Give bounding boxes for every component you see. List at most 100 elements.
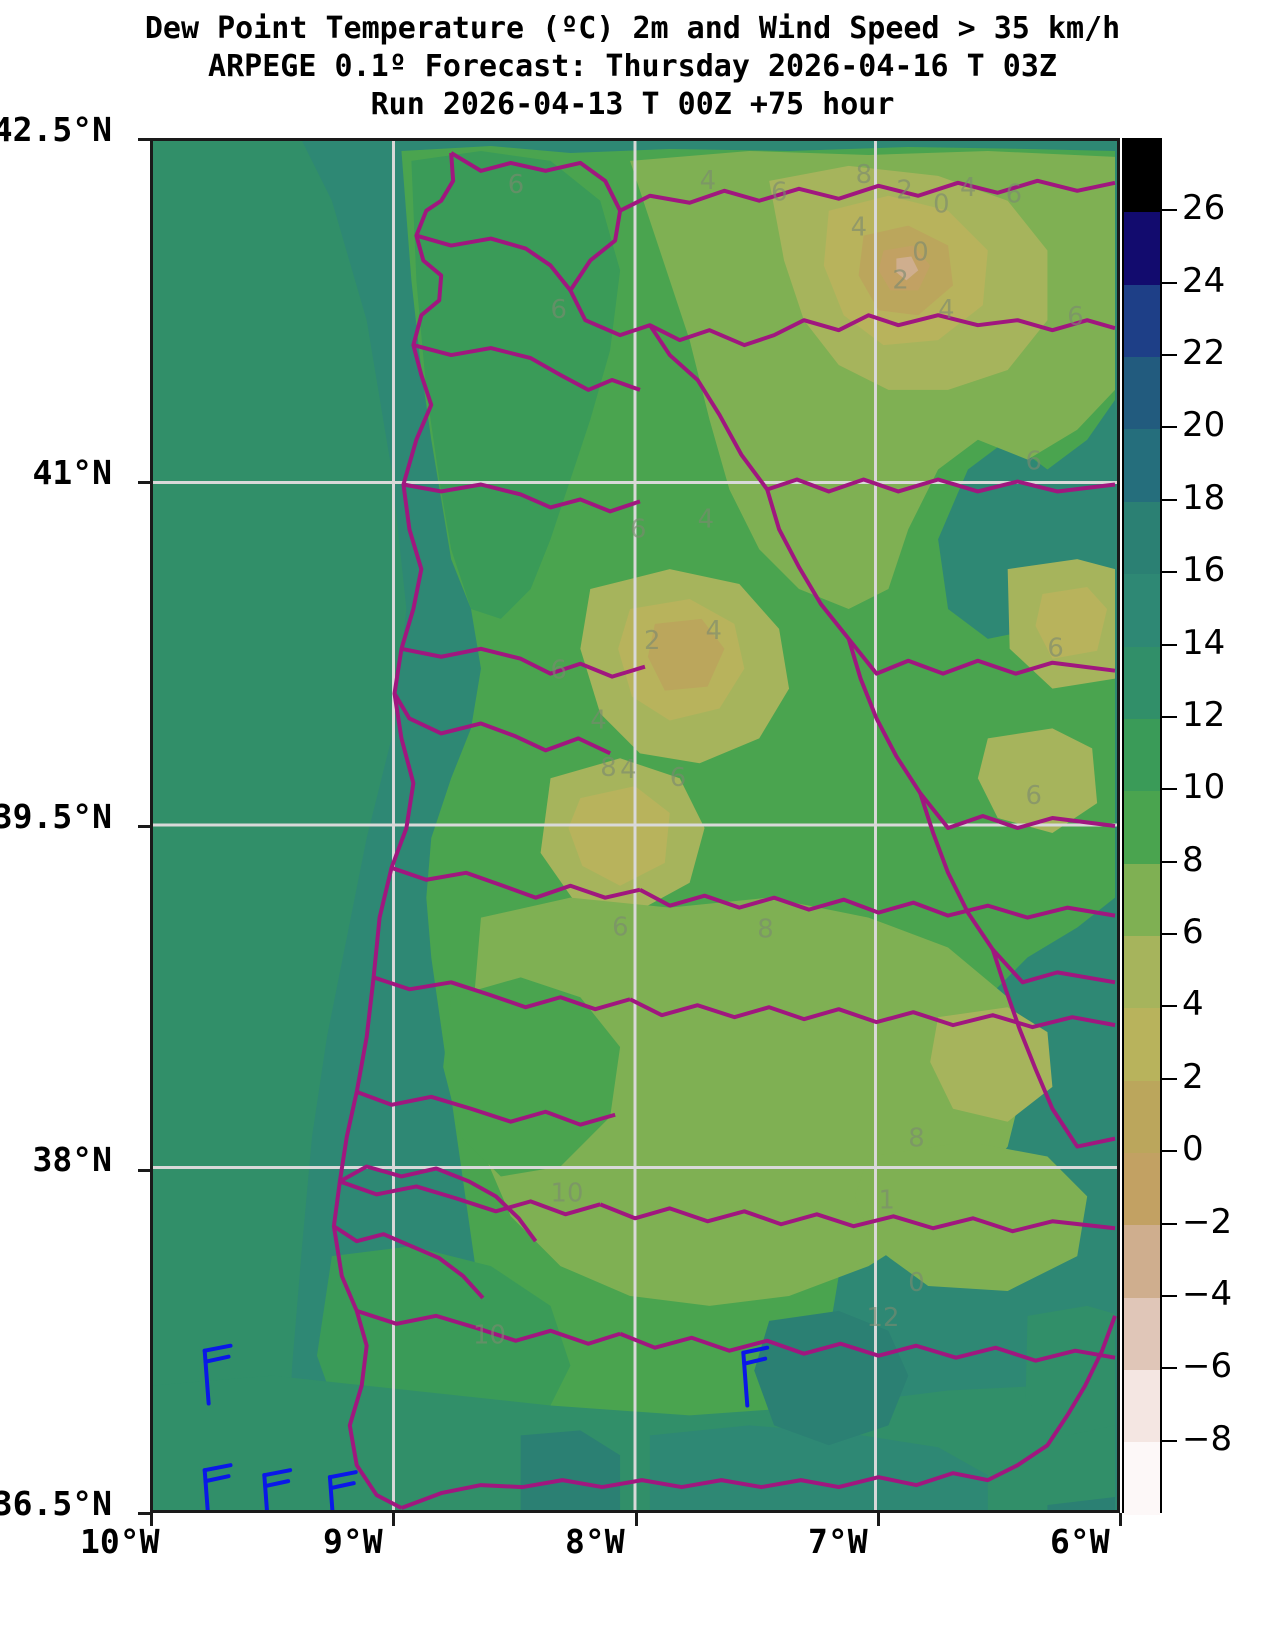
east-band-6-8b	[854, 1141, 1088, 1291]
colorbar-band	[1124, 1370, 1160, 1443]
title-line-3: Run 2026-04-13 T 00Z +75 hour	[370, 87, 895, 122]
colorbar-tick-label: 18	[1182, 477, 1226, 518]
central-band-0-2	[647, 618, 725, 691]
wind-barb	[262, 1468, 293, 1510]
x-tick-mark	[392, 1513, 395, 1526]
colorbar-tick-label: 2	[1182, 1056, 1204, 1097]
colorbar-tick-mark	[1162, 860, 1177, 863]
ne-band-minus4-minus2	[896, 256, 919, 281]
colorbar-tick-mark	[1162, 571, 1177, 574]
colorbar-band	[1124, 1442, 1160, 1515]
colorbar-tick-label: 20	[1182, 405, 1226, 446]
svg-text:10: 10	[473, 1321, 506, 1351]
colorbar-tick-label: −2	[1182, 1201, 1233, 1242]
contour-label-layer: 6 4 6 8 2 0 4 6 4 0 2 4 6 6 6 4 6 2 4 6 …	[473, 160, 1084, 1351]
sado-band-16-18	[754, 1310, 909, 1446]
colorbar-tick-label: 22	[1182, 333, 1226, 374]
colorbar-tick-label: −4	[1182, 1273, 1233, 1314]
sw-band-8-10	[443, 977, 621, 1177]
svg-text:2: 2	[644, 626, 660, 656]
colorbar-tick-label: 16	[1182, 550, 1226, 591]
colorbar-tick-mark	[1162, 788, 1177, 791]
colorbar-tick-mark	[1162, 1439, 1177, 1442]
chart-title-block: Dew Point Temperature (ºC) 2m and Wind S…	[0, 0, 1265, 126]
tejo-band-16-18	[520, 1430, 621, 1510]
east-patch-12-14	[1025, 1305, 1116, 1436]
title-line-1: Dew Point Temperature (ºC) 2m and Wind S…	[144, 11, 1121, 46]
colorbar-tick-label: 10	[1182, 767, 1226, 808]
colorbar-band	[1124, 863, 1160, 936]
y-tick-label: 41°N	[32, 453, 112, 492]
colorbar-tick-label: −8	[1182, 1418, 1233, 1459]
colorbar-tick-mark	[1162, 1005, 1177, 1008]
svg-text:2: 2	[896, 176, 912, 206]
wind-barb	[202, 1343, 233, 1406]
x-tick-label: 6°W	[1050, 1522, 1110, 1561]
svg-text:4: 4	[698, 504, 714, 534]
wind-barb	[202, 1463, 233, 1510]
svg-text:6: 6	[612, 912, 628, 942]
svg-text:6: 6	[1026, 447, 1042, 477]
colorbar-tick-label: 4	[1182, 984, 1204, 1025]
east-band-2-4b	[1035, 587, 1108, 659]
wind-barb	[327, 1470, 358, 1510]
colorbar-tick-mark	[1162, 1294, 1177, 1297]
colorbar-band	[1124, 1153, 1160, 1226]
x-tick-label: 10°W	[80, 1522, 160, 1561]
svg-text:12: 12	[867, 1303, 900, 1333]
colorbar[interactable]	[1122, 138, 1162, 1515]
svg-text:4: 4	[590, 705, 606, 735]
east-band-4-6b	[977, 728, 1098, 833]
svg-text:8: 8	[856, 160, 872, 190]
svg-text:2: 2	[892, 265, 908, 295]
colorbar-band	[1124, 935, 1160, 1009]
east-edge-patch	[1047, 1497, 1116, 1510]
title-line-2: ARPEGE 0.1º Forecast: Thursday 2026-04-1…	[208, 49, 1057, 84]
graticule-gridlines	[153, 141, 1117, 1510]
cadiz-band-14-16	[649, 1425, 988, 1510]
colorbar-band	[1124, 1297, 1160, 1371]
svg-text:6: 6	[1006, 180, 1022, 210]
svg-text:0: 0	[912, 237, 928, 267]
interior2-band-2-4	[568, 786, 670, 886]
svg-text:6: 6	[1047, 634, 1063, 664]
y-tick-mark	[138, 1512, 152, 1515]
colorbar-tick-mark	[1162, 354, 1177, 357]
svg-text:4: 4	[700, 166, 716, 196]
svg-text:6: 6	[551, 295, 567, 325]
svg-text:4: 4	[938, 295, 954, 325]
wind-barb-layer	[202, 1343, 770, 1510]
colorbar-band	[1124, 1008, 1160, 1081]
colorbar-band	[1124, 718, 1160, 792]
svg-text:8: 8	[757, 914, 773, 944]
x-tick-mark	[635, 1513, 638, 1526]
colorbar-tick-label: 26	[1182, 188, 1226, 229]
colorbar-tick-mark	[1162, 1222, 1177, 1225]
colorbar-tick-mark	[1162, 1150, 1177, 1153]
x-tick-mark	[877, 1513, 880, 1526]
y-tick-mark	[138, 138, 152, 141]
x-tick-mark	[150, 1513, 153, 1526]
admin-boundary-layer	[331, 151, 1117, 1510]
colorbar-tick-mark	[1162, 281, 1177, 284]
svg-text:6: 6	[630, 514, 646, 544]
colorbar-band	[1124, 429, 1160, 502]
svg-text:4: 4	[851, 213, 867, 243]
colorbar-tick-mark	[1162, 426, 1177, 429]
y-tick-mark	[138, 825, 152, 828]
svg-text:4: 4	[620, 755, 636, 785]
colorbar-band	[1124, 212, 1160, 285]
map-plot-area[interactable]: 6 4 6 8 2 0 4 6 4 0 2 4 6 6 6 4 6 2 4 6 …	[150, 138, 1120, 1513]
colorbar-tick-label: −6	[1182, 1346, 1233, 1387]
colorbar-tick-label: 6	[1182, 912, 1204, 953]
svg-text:6: 6	[1026, 781, 1042, 811]
colorbar-band	[1124, 357, 1160, 430]
svg-text:8: 8	[600, 753, 616, 783]
x-tick-mark	[1119, 1513, 1122, 1526]
svg-text:6: 6	[1067, 302, 1083, 332]
y-tick-label: 38°N	[32, 1140, 112, 1179]
colorbar-tick-mark	[1162, 643, 1177, 646]
svg-text:4: 4	[960, 173, 976, 203]
colorbar-band	[1124, 646, 1160, 719]
colorbar-band	[1124, 791, 1160, 864]
